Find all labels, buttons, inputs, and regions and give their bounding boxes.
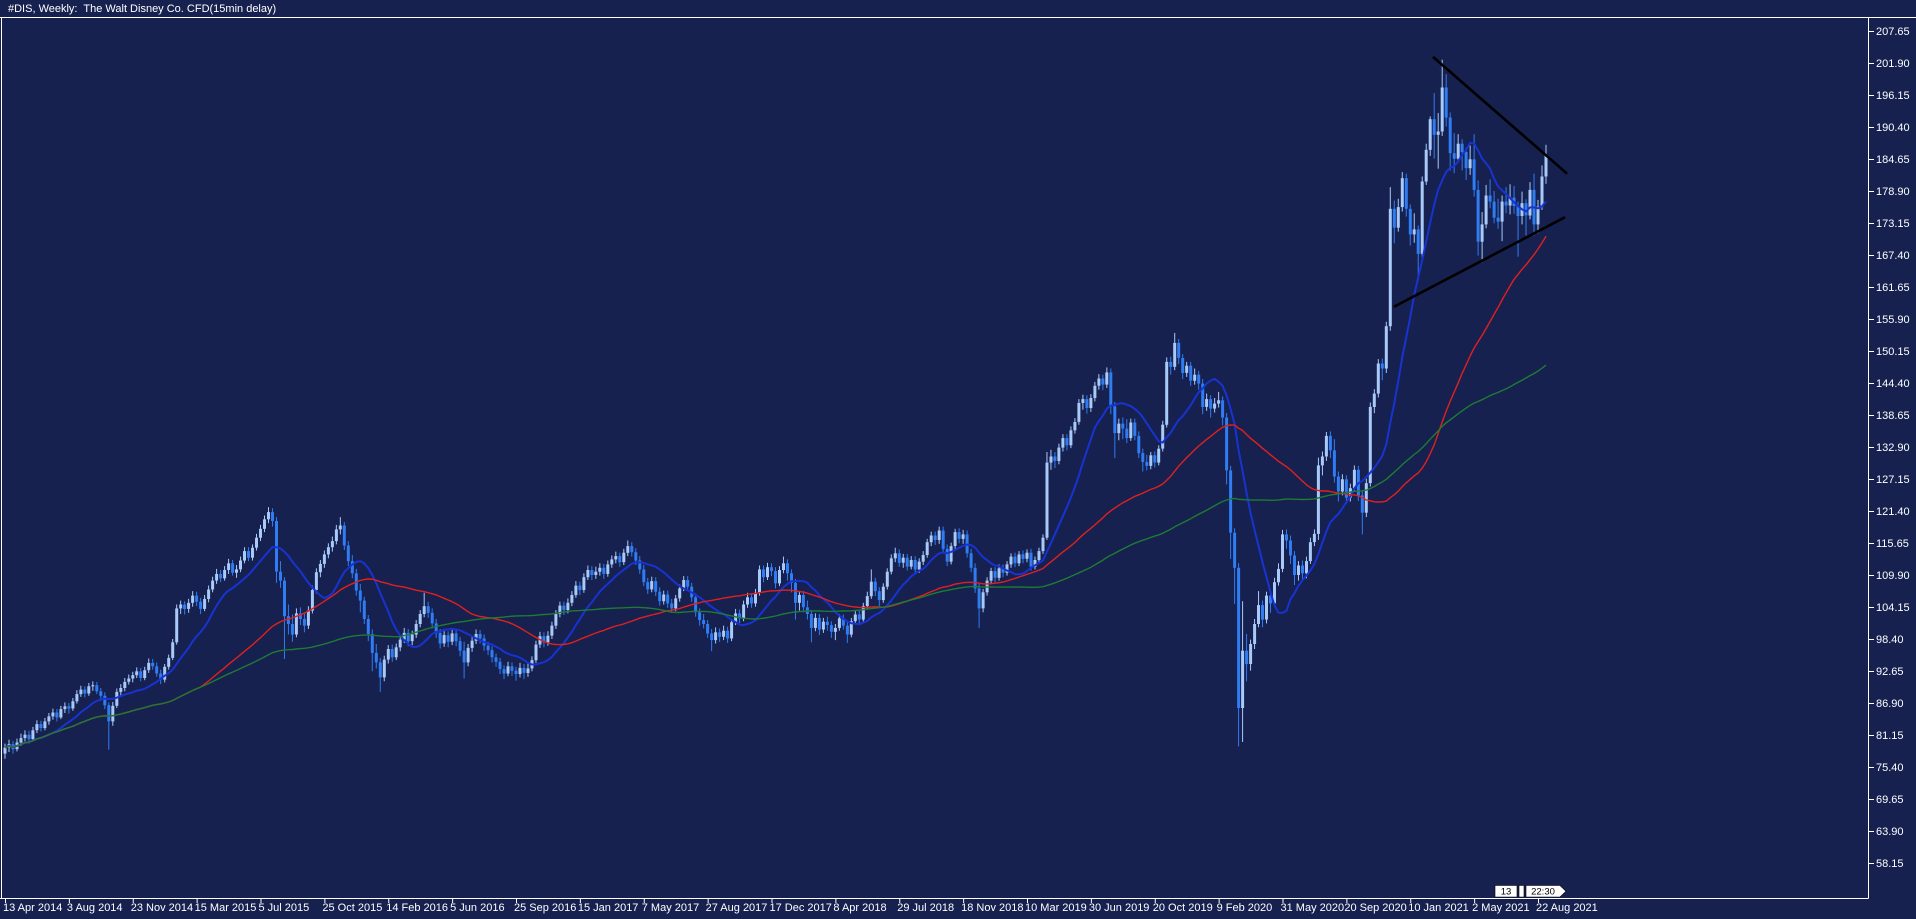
svg-text:13 Apr 2014: 13 Apr 2014 — [3, 902, 62, 914]
svg-text:14 Feb 2016: 14 Feb 2016 — [386, 902, 448, 914]
svg-text:8 Apr 2018: 8 Apr 2018 — [833, 902, 886, 914]
svg-text:20 Oct 2019: 20 Oct 2019 — [1153, 902, 1213, 914]
trendline-lower-ascending — [1393, 216, 1566, 308]
trendline-time-tags: 13 22:30 — [1494, 885, 1567, 898]
svg-text:92.65: 92.65 — [1876, 666, 1904, 678]
trendline-upper-descending — [1432, 55, 1568, 175]
svg-text:98.40: 98.40 — [1876, 634, 1904, 646]
svg-text:9 Feb 2020: 9 Feb 2020 — [1217, 902, 1273, 914]
svg-text:7 May 2017: 7 May 2017 — [642, 902, 699, 914]
svg-text:10 Jan 2021: 10 Jan 2021 — [1408, 902, 1469, 914]
svg-text:132.90: 132.90 — [1876, 442, 1910, 454]
svg-text:81.15: 81.15 — [1876, 730, 1904, 742]
svg-text:13: 13 — [1501, 887, 1512, 898]
svg-text:109.90: 109.90 — [1876, 570, 1910, 582]
svg-text:150.15: 150.15 — [1876, 346, 1910, 358]
svg-text:173.15: 173.15 — [1876, 218, 1910, 230]
chart-title-label: #DIS, Weekly: The Walt Disney Co. CFD(15… — [8, 3, 276, 15]
svg-text:127.15: 127.15 — [1876, 474, 1910, 486]
svg-text:167.40: 167.40 — [1876, 250, 1910, 262]
svg-text:115.65: 115.65 — [1876, 538, 1909, 550]
svg-text:86.90: 86.90 — [1876, 698, 1904, 710]
ma-slow-line — [4, 364, 1547, 749]
price-axis[interactable]: 207.65 201.90 196.15 190.40 184.65 178.90 173.… — [1868, 26, 1910, 870]
candles — [3, 59, 1548, 759]
svg-text:18 Nov 2018: 18 Nov 2018 — [961, 902, 1023, 914]
ma-fast-line — [4, 141, 1547, 749]
svg-text:69.65: 69.65 — [1876, 794, 1904, 806]
chart-frame — [0, 17, 1916, 899]
svg-text:2 May 2021: 2 May 2021 — [1472, 902, 1529, 914]
svg-text:15 Mar 2015: 15 Mar 2015 — [195, 902, 257, 914]
svg-text:121.40: 121.40 — [1876, 506, 1910, 518]
svg-text:75.40: 75.40 — [1876, 762, 1904, 774]
svg-text:155.90: 155.90 — [1876, 314, 1910, 326]
ma-mid-line — [4, 235, 1547, 749]
svg-text:31 May 2020: 31 May 2020 — [1281, 902, 1345, 914]
svg-text:161.65: 161.65 — [1876, 282, 1910, 294]
svg-text:207.65: 207.65 — [1876, 26, 1910, 38]
time-axis[interactable]: 13 Apr 2014 3 Aug 2014 23 Nov 2014 15 Mar 2… — [3, 898, 1598, 914]
svg-text:25 Sep 2016: 25 Sep 2016 — [514, 902, 576, 914]
svg-text:104.15: 104.15 — [1876, 602, 1910, 614]
svg-text:22:30: 22:30 — [1531, 887, 1555, 898]
svg-text:5 Jul 2015: 5 Jul 2015 — [259, 902, 310, 914]
trendlines[interactable] — [1393, 55, 1568, 308]
svg-text:196.15: 196.15 — [1876, 90, 1910, 102]
svg-text:29 Jul 2018: 29 Jul 2018 — [897, 902, 954, 914]
svg-text:138.65: 138.65 — [1876, 410, 1910, 422]
svg-text:10 Mar 2019: 10 Mar 2019 — [1025, 902, 1087, 914]
svg-text:5 Jun 2016: 5 Jun 2016 — [450, 902, 504, 914]
svg-text:22 Aug 2021: 22 Aug 2021 — [1536, 902, 1598, 914]
svg-text:25 Oct 2015: 25 Oct 2015 — [322, 902, 382, 914]
svg-text:63.90: 63.90 — [1876, 826, 1904, 838]
moving-average-lines — [4, 141, 1547, 749]
svg-text:17 Dec 2017: 17 Dec 2017 — [770, 902, 832, 914]
svg-text:201.90: 201.90 — [1876, 58, 1910, 70]
svg-text:20 Sep 2020: 20 Sep 2020 — [1344, 902, 1406, 914]
svg-text:58.15: 58.15 — [1876, 858, 1904, 870]
svg-text:178.90: 178.90 — [1876, 186, 1910, 198]
svg-text:190.40: 190.40 — [1876, 122, 1910, 134]
svg-text:3 Aug 2014: 3 Aug 2014 — [67, 902, 123, 914]
svg-text:27 Aug 2017: 27 Aug 2017 — [706, 902, 768, 914]
svg-text:30 Jun 2019: 30 Jun 2019 — [1089, 902, 1150, 914]
svg-text:184.65: 184.65 — [1876, 154, 1910, 166]
svg-text:23 Nov 2014: 23 Nov 2014 — [131, 902, 193, 914]
svg-text:15 Jan 2017: 15 Jan 2017 — [578, 902, 639, 914]
svg-text:144.40: 144.40 — [1876, 378, 1910, 390]
